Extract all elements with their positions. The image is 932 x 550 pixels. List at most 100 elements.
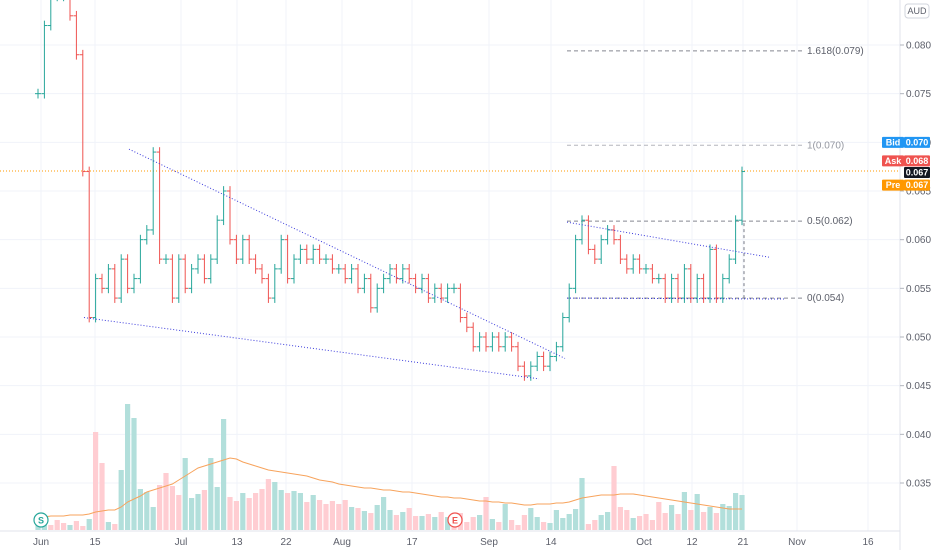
volume-bar-101 bbox=[681, 492, 687, 530]
volume-bar-61 bbox=[425, 514, 431, 530]
volume-bar-45 bbox=[323, 504, 329, 530]
volume-bar-74 bbox=[509, 520, 515, 530]
ohlc-bar-79 bbox=[540, 351, 547, 372]
volume-bar-31 bbox=[233, 501, 239, 530]
ohlc-bar-39 bbox=[284, 234, 291, 284]
ohlc-bar-43 bbox=[310, 244, 317, 264]
trendline-2 bbox=[566, 221, 770, 258]
volume-bar-59 bbox=[413, 516, 419, 530]
ohlc-bar-59 bbox=[412, 273, 419, 294]
ohlc-bar-10 bbox=[99, 273, 105, 294]
volume-bar-54 bbox=[381, 497, 387, 530]
ohlc-bar-63 bbox=[438, 283, 445, 303]
volume-bar-42 bbox=[304, 502, 310, 530]
volume-bar-56 bbox=[393, 515, 399, 530]
trendlines[interactable] bbox=[83, 148, 786, 380]
event-marker-S[interactable]: S bbox=[33, 512, 49, 528]
trendline-3 bbox=[566, 297, 786, 300]
ohlc-bar-104 bbox=[700, 273, 707, 303]
volume-bar-84 bbox=[573, 509, 579, 530]
ohlc-bar-30 bbox=[227, 186, 233, 245]
volume-bar-89 bbox=[605, 512, 611, 530]
ohlc-bar-19 bbox=[156, 147, 163, 264]
volume-bar-28 bbox=[214, 487, 220, 530]
time-tick-label-8: 14 bbox=[545, 537, 557, 548]
ohlc-bar-76 bbox=[521, 361, 528, 381]
ohlc-bar-40 bbox=[291, 254, 297, 284]
price-badge-2: 0.067 bbox=[904, 167, 930, 179]
ohlc-bar-25 bbox=[195, 254, 201, 274]
ohlc-bar-22 bbox=[175, 254, 182, 303]
ohlc-bars bbox=[35, 0, 745, 381]
ohlc-bar-55 bbox=[387, 264, 393, 284]
volume-bar-0 bbox=[35, 524, 41, 530]
price-badge-value: 0.067 bbox=[906, 180, 929, 190]
ohlc-bar-61 bbox=[425, 273, 432, 303]
volume-bar-41 bbox=[297, 493, 303, 530]
volume-bar-8 bbox=[86, 519, 92, 530]
ohlc-bar-12 bbox=[111, 264, 118, 303]
time-tick-label-3: 13 bbox=[231, 537, 243, 548]
ohlc-bar-85 bbox=[579, 215, 585, 245]
volume-bar-106 bbox=[713, 513, 719, 530]
fibonacci-extension[interactable]: 1.618(0.079) 1(0.070) 0.5(0.062) 0(0.054) bbox=[567, 46, 864, 304]
ohlc-bar-41 bbox=[297, 244, 304, 264]
ohlc-bar-101 bbox=[681, 264, 688, 303]
price-tick-label-6: 0.050 bbox=[906, 333, 931, 344]
volume-bar-67 bbox=[464, 522, 470, 530]
ohlc-bar-1 bbox=[41, 20, 48, 99]
volume-bar-62 bbox=[432, 517, 438, 530]
volume-bar-91 bbox=[617, 507, 623, 530]
price-tick-label-3: 0.065 bbox=[906, 187, 931, 198]
volume-bar-19 bbox=[157, 485, 163, 530]
ohlc-bar-72 bbox=[495, 332, 502, 352]
ohlc-bar-29 bbox=[220, 186, 227, 226]
ohlc-bar-28 bbox=[214, 215, 221, 264]
ohlc-bar-56 bbox=[393, 264, 400, 284]
time-tick-label-10: 12 bbox=[686, 537, 698, 548]
trendline-1 bbox=[83, 317, 540, 380]
volume-bar-81 bbox=[553, 510, 559, 530]
currency-badge[interactable] bbox=[904, 3, 930, 19]
ohlc-bar-24 bbox=[188, 264, 195, 294]
volume-bar-11 bbox=[105, 522, 111, 530]
volume-bar-60 bbox=[419, 516, 425, 530]
ohlc-bar-18 bbox=[150, 147, 157, 235]
volume-bar-16 bbox=[137, 489, 143, 530]
time-tick-label-12: Nov bbox=[788, 537, 806, 548]
volume-bar-80 bbox=[547, 523, 553, 530]
ohlc-bar-32 bbox=[239, 234, 246, 264]
ohlc-bar-82 bbox=[559, 312, 566, 352]
ohlc-bar-16 bbox=[137, 234, 144, 284]
volume-bar-39 bbox=[285, 493, 291, 530]
ohlc-bar-105 bbox=[707, 244, 713, 303]
volume-bar-95 bbox=[643, 514, 649, 530]
time-tick-label-2: Jul bbox=[175, 537, 188, 548]
fib-level-label-1: 1(0.070) bbox=[807, 140, 844, 151]
volume-bar-79 bbox=[541, 522, 547, 530]
volume-bar-52 bbox=[368, 513, 374, 530]
volume-bar-7 bbox=[80, 526, 86, 530]
ohlc-bar-107 bbox=[719, 273, 726, 303]
ohlc-bar-9 bbox=[92, 273, 99, 323]
volume-bar-46 bbox=[329, 501, 335, 530]
price-tick-label-7: 0.045 bbox=[906, 381, 931, 392]
ohlc-bar-5 bbox=[69, 0, 73, 21]
ohlc-bar-34 bbox=[252, 254, 259, 274]
volume-bar-2 bbox=[48, 525, 54, 530]
volume-bar-27 bbox=[208, 458, 214, 530]
price-badge-value-box bbox=[904, 167, 930, 179]
ohlc-bar-4 bbox=[63, 0, 65, 2]
volume-bar-98 bbox=[662, 513, 668, 530]
volume-bar-87 bbox=[592, 520, 598, 530]
chart-grid bbox=[0, 0, 900, 531]
volume-bar-103 bbox=[694, 494, 700, 530]
ohlc-bar-13 bbox=[118, 254, 125, 303]
event-marker-E[interactable]: E bbox=[447, 512, 463, 528]
volume-bar-36 bbox=[265, 479, 271, 530]
ohlc-bar-74 bbox=[508, 332, 515, 352]
volume-bar-29 bbox=[221, 419, 227, 530]
ohlc-bar-53 bbox=[374, 283, 381, 313]
